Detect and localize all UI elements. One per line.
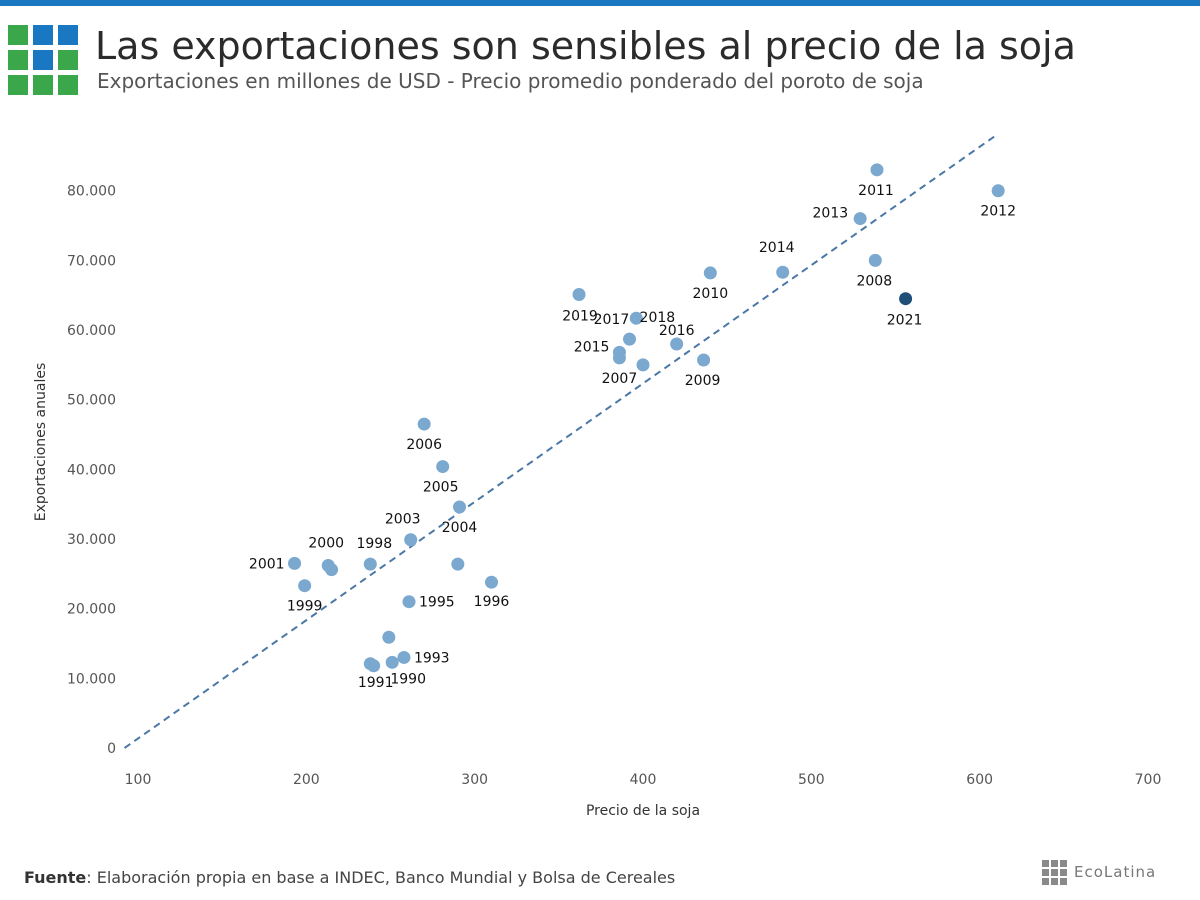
y-tick-label: 70.000 [67,253,116,269]
data-point [417,417,431,431]
y-tick-label: 80.000 [67,184,116,200]
data-point [670,337,684,351]
point-label: 2012 [980,204,1016,220]
data-point [451,557,465,571]
point-label: 2019 [562,309,598,325]
point-label: 2005 [423,480,459,496]
logo-grid-icon [8,25,80,97]
point-label: 2018 [640,310,676,326]
data-point [703,266,717,280]
y-tick-label: 40.000 [67,462,116,478]
chart-subtitle: Exportaciones en millones de USD - Preci… [97,69,924,93]
point-label: 2013 [813,206,849,222]
data-point [485,575,498,589]
data-point [436,460,450,474]
point-label: 2006 [406,437,442,453]
brand-grid-icon [1042,860,1068,886]
data-point [868,253,882,267]
data-point [453,500,467,514]
data-point [629,311,643,325]
point-label: 2016 [659,323,695,339]
x-tick-label: 300 [461,772,488,788]
point-label: 2003 [385,512,421,528]
chart-title: Las exportaciones son sensibles al preci… [95,24,1076,68]
x-tick-label: 500 [798,772,825,788]
y-tick-label: 30.000 [67,532,116,548]
data-point [404,533,418,547]
point-label: 1990 [390,671,426,687]
data-point [636,358,650,372]
top-accent-bar [0,0,1200,6]
data-point [853,212,867,226]
point-label: 1993 [414,650,450,666]
point-label: 1991 [358,675,394,691]
brand-name: EcoLatina [1074,863,1157,881]
point-label: 2015 [574,339,610,355]
data-point [899,292,913,306]
point-label: 2021 [887,313,923,329]
point-label: 2011 [858,183,894,199]
y-axis-title: Exportaciones anuales [33,363,49,522]
source-label: Fuente [24,868,87,887]
point-label: 2014 [759,240,795,256]
point-label: 1996 [474,594,510,610]
data-point [385,655,399,669]
point-label: 2010 [693,286,729,302]
y-tick-label: 60.000 [67,323,116,339]
data-point [612,345,626,359]
source-text: : Elaboración propia en base a INDEC, Ba… [86,868,676,887]
data-point [623,332,637,346]
y-tick-label: 20.000 [67,602,116,618]
data-point [991,184,1005,198]
x-tick-label: 200 [293,772,320,788]
x-tick-label: 700 [1135,772,1162,788]
point-label: 2000 [308,535,344,551]
data-point [697,353,711,367]
x-tick-label: 600 [966,772,993,788]
data-point [363,557,377,571]
x-tick-label: 400 [630,772,657,788]
point-label: 1995 [419,595,455,611]
y-tick-label: 10.000 [67,671,116,687]
y-tick-label: 50.000 [67,393,116,409]
y-tick-label: 0 [107,741,116,757]
data-point [397,650,411,664]
point-label: 2001 [249,556,285,572]
point-label: 2004 [442,520,478,536]
point-label: 1998 [356,536,392,552]
data-point [870,163,884,177]
point-label: 2017 [594,312,630,328]
point-label: 2009 [685,373,721,389]
data-point [776,265,790,279]
data-point [298,579,312,593]
point-label: 2008 [856,273,892,289]
x-axis-title: Precio de la soja [586,803,700,819]
trend-line [123,134,998,749]
data-point [382,630,396,644]
data-point [325,563,339,577]
data-point [288,556,302,570]
source-note: Fuente: Elaboración propia en base a IND… [24,868,675,887]
data-point [363,657,377,671]
x-tick-label: 100 [125,772,152,788]
data-point [572,288,586,302]
data-point [402,595,416,609]
point-label: 2007 [602,371,638,387]
point-label: 1999 [287,599,323,615]
